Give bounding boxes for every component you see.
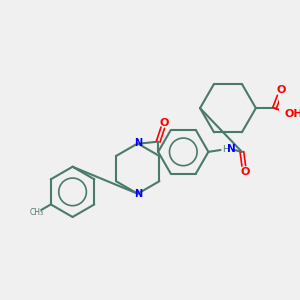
Text: H: H bbox=[222, 145, 229, 154]
Text: OH: OH bbox=[285, 109, 300, 119]
Text: O: O bbox=[276, 85, 286, 95]
Text: CH₃: CH₃ bbox=[29, 208, 44, 217]
Text: N: N bbox=[134, 189, 142, 199]
Text: O: O bbox=[241, 167, 250, 177]
Text: N: N bbox=[135, 138, 143, 148]
Text: N: N bbox=[227, 144, 236, 154]
Text: O: O bbox=[160, 118, 169, 128]
